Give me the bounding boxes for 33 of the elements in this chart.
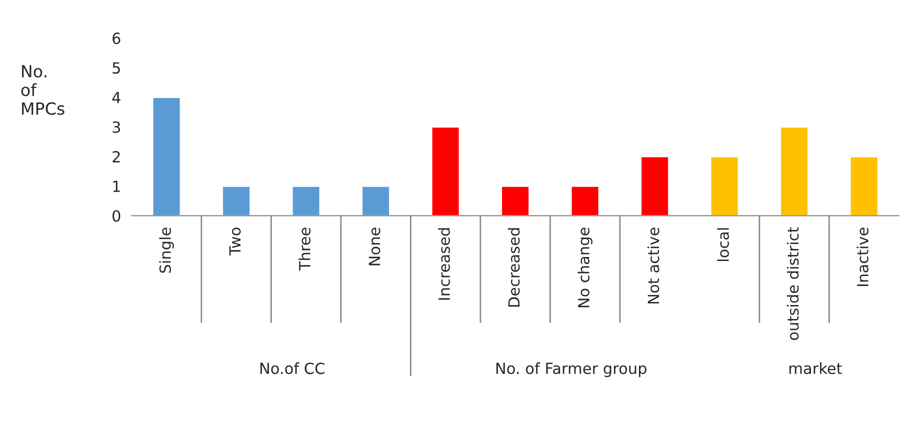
y-tick-label: 3 [112, 121, 120, 133]
bar [849, 156, 879, 216]
bar [500, 185, 530, 216]
bar [710, 156, 740, 216]
bar [291, 185, 321, 216]
x-tick-label: Increased [438, 228, 450, 300]
bar [430, 126, 460, 216]
y-tick-label: 4 [112, 92, 120, 104]
x-tick-label: Single [159, 228, 174, 273]
x-tick-label: Three [298, 228, 310, 271]
x-tick-label: None [368, 228, 380, 266]
y-tick-label: 5 [112, 62, 120, 74]
bar [640, 156, 670, 216]
x-tick-label: Inactive [856, 228, 868, 286]
x-tick-label: No change [578, 228, 592, 308]
x-tick-label: outside district [786, 227, 799, 340]
bar [780, 126, 809, 216]
y-axis-title: No. of MPCs [21, 65, 64, 115]
y-tick-label: 2 [112, 150, 120, 162]
text: No. of Farmer group [496, 362, 646, 378]
text: market [790, 362, 842, 374]
bar [152, 96, 182, 216]
bar [222, 185, 251, 216]
x-tick-label: Decreased [508, 228, 520, 307]
text: No.of CC [260, 362, 324, 374]
y-tick-label: 0 [112, 210, 120, 222]
bar [361, 185, 390, 216]
x-tick-label: Two [229, 228, 241, 256]
y-tick-label: 6 [112, 32, 120, 44]
bar [570, 185, 600, 216]
y-tick-label: 1 [113, 180, 120, 192]
x-tick-label: Not active [647, 228, 660, 304]
x-tick-label: local [717, 228, 729, 261]
